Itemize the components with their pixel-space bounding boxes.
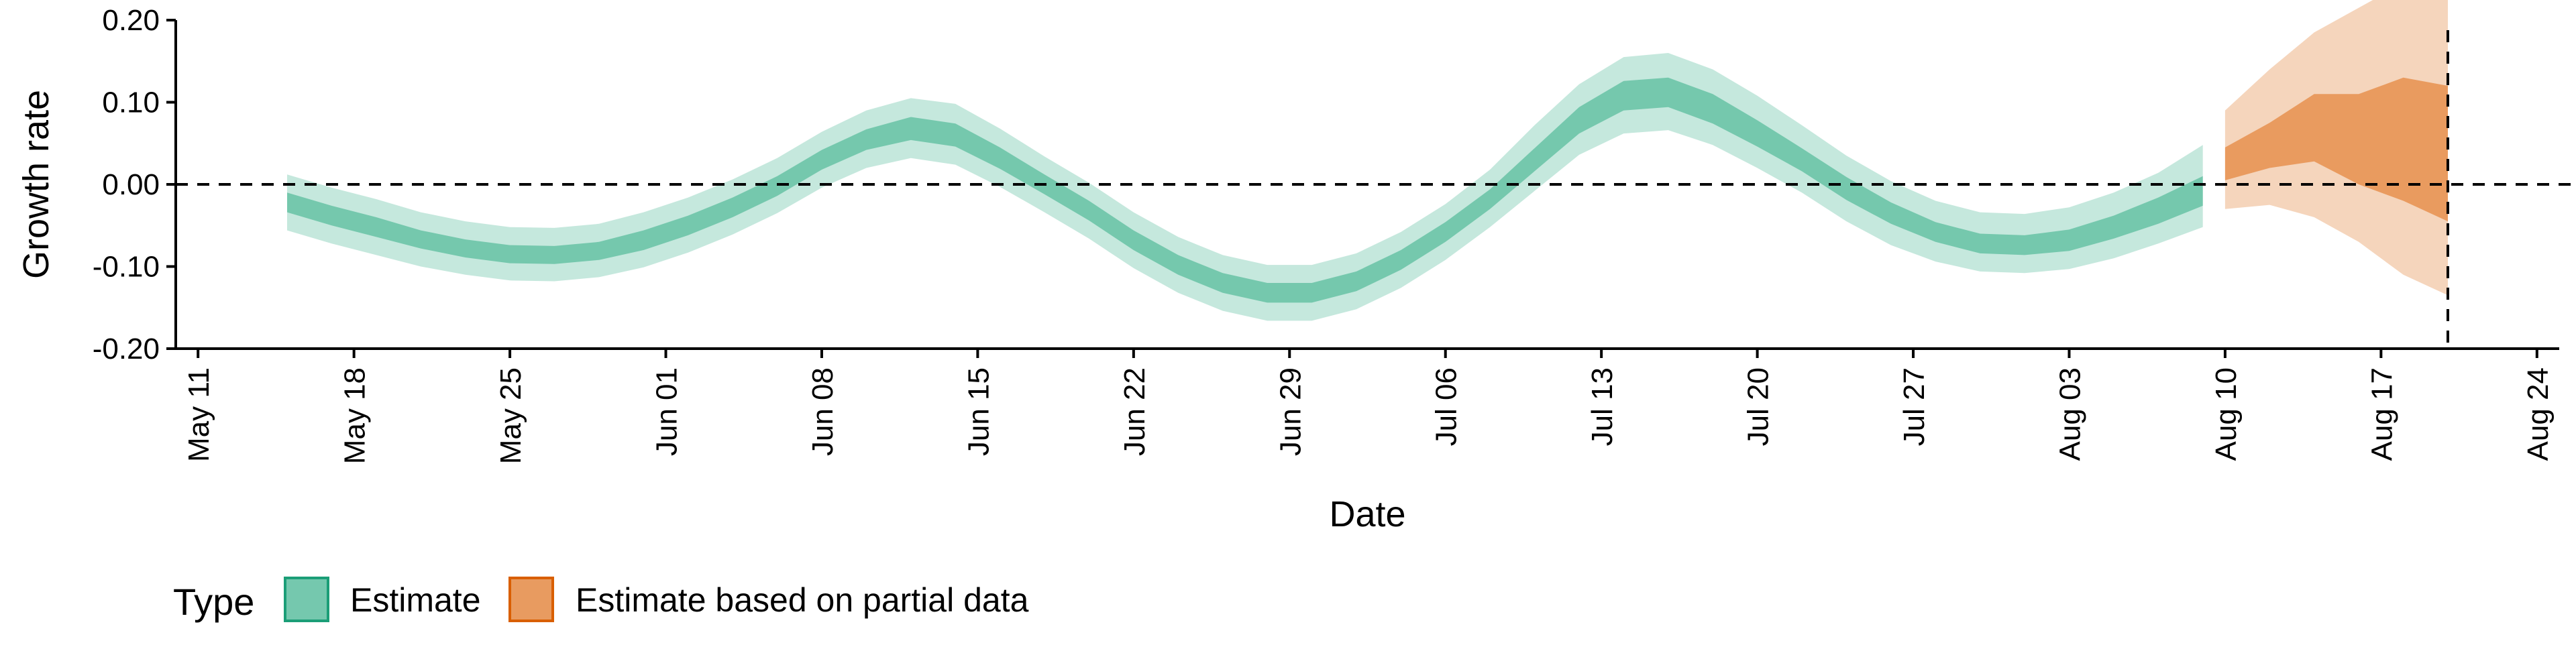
x-tick-label: Jun 01 [651,367,684,456]
x-tick-label: Jun 08 [806,367,839,456]
y-tick-label: 0.10 [102,86,160,119]
legend: Type Estimate Estimate based on partial … [173,577,1029,623]
y-tick-label: -0.10 [93,251,160,284]
x-axis-title: Date [1329,494,1405,534]
x-tick-label: Jul 20 [1742,367,1775,446]
x-tick-label: Jul 27 [1898,367,1931,446]
y-tick-label: 0.00 [102,168,160,201]
x-tick-label: Jun 15 [962,367,995,456]
x-tick-label: Aug 03 [2053,367,2086,461]
x-tick-label: Jul 06 [1430,367,1463,446]
x-tick-label: Aug 10 [2210,367,2243,461]
x-tick-label: Jun 29 [1274,367,1307,456]
reference-lines [176,30,2576,349]
x-tick-label: Aug 24 [2522,367,2555,461]
bands-layer [287,0,2448,321]
legend-key-partial-data [508,577,554,622]
x-tick-label: Jul 13 [1586,367,1619,446]
y-ticks: 0.20 0.10 0.00 -0.10 -0.20 [93,4,176,365]
x-tick-label: May 18 [339,367,372,464]
legend-key-estimate [284,577,329,622]
y-axis-title: Growth rate [16,90,56,279]
x-ticks: May 11 May 18 May 25 Jun 01 Jun 08 Jun 15 Jun … [182,349,2555,464]
y-tick-label: 0.20 [102,4,160,37]
legend-title: Type [173,581,254,623]
legend-label-estimate: Estimate [350,581,481,619]
x-tick-label: Jun 22 [1118,367,1151,456]
x-tick-label: May 11 [182,367,215,462]
y-tick-label: -0.20 [93,333,160,365]
legend-label-partial-data: Estimate based on partial data [576,581,1029,619]
x-tick-label: Aug 17 [2365,367,2398,461]
x-tick-label: May 25 [494,367,527,464]
